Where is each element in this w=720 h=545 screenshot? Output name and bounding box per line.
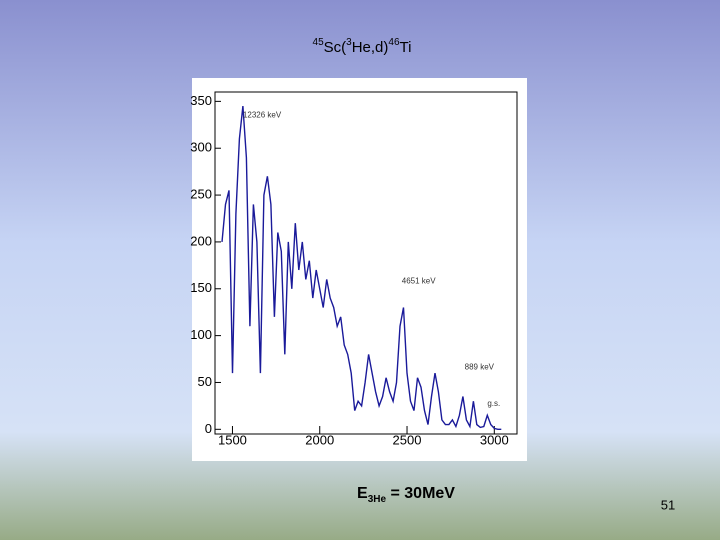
y-tick-label: 200 [190,233,212,248]
x-tick-label: 3000 [480,432,509,447]
x-tick-label: 1500 [218,432,247,447]
title-text: Ti [400,39,412,56]
spectrum-line [221,106,502,430]
page-number: 51 [661,497,675,512]
y-tick-label: 50 [198,374,212,389]
chart-box [192,78,527,461]
caption: E3He = 30MeV [357,485,455,505]
plot-frame [214,91,518,435]
x-tick-label: 2500 [393,432,422,447]
y-tick-label: 0 [205,421,212,436]
y-tick-label: 350 [190,93,212,108]
annotation: g.s. [487,399,500,408]
y-tick-label: 100 [190,327,212,342]
title-sup: 3 [346,37,352,48]
chart-title: 45Sc(3He,d)46Ti [313,37,412,56]
y-tick-label: 300 [190,140,212,155]
title-sup: 46 [388,37,400,48]
title-text: Sc( [324,39,347,56]
caption-text: = 30MeV [386,485,455,502]
x-tick-label: 2000 [305,432,334,447]
annotation: 889 keV [465,363,495,372]
y-tick-label: 150 [190,280,212,295]
annotation: 4651 keV [402,276,436,285]
title-text: He,d) [352,39,389,56]
y-tick-label: 250 [190,187,212,202]
annotation: 12326 keV [243,111,282,120]
title-sup: 45 [313,37,325,48]
caption-text: E [357,485,368,502]
caption-sub: 3He [368,494,387,505]
